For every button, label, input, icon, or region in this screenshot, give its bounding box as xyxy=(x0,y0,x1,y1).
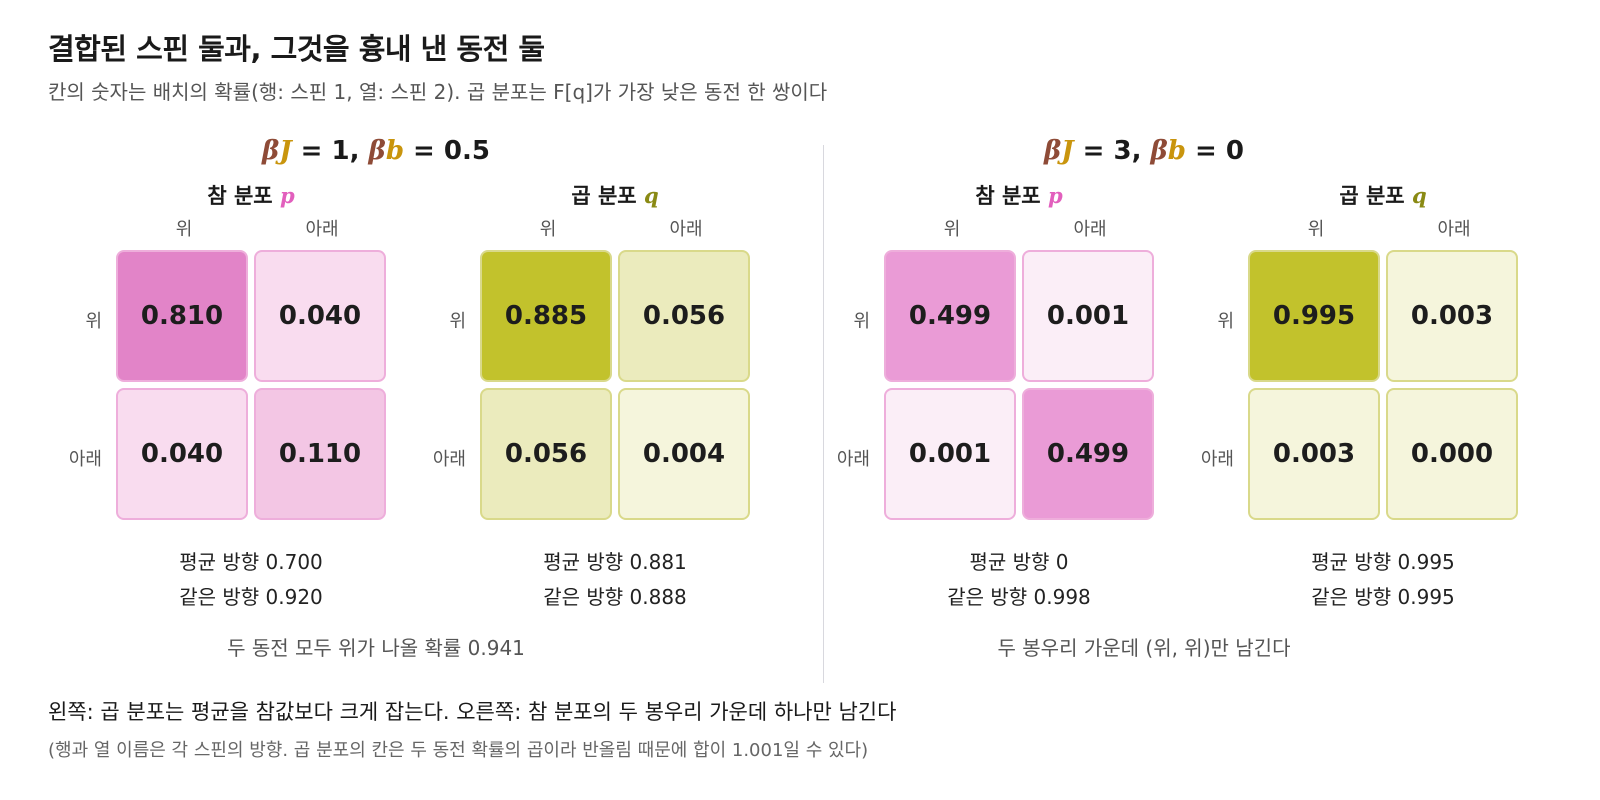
matrix-cell: 0.003 xyxy=(1248,388,1380,520)
col-label: 아래 xyxy=(1073,219,1107,240)
matrix-cell: 0.000 xyxy=(1386,388,1518,520)
matrix-cell: 0.885 xyxy=(480,250,612,382)
panel-2-q-heading: 곱 분포 q xyxy=(1339,183,1427,208)
row-label: 위 xyxy=(85,311,102,332)
matrix-cell: 0.004 xyxy=(618,388,750,520)
matrix-cell: 0.995 xyxy=(1248,250,1380,382)
matrix-cell: 0.003 xyxy=(1386,250,1518,382)
row-label: 위 xyxy=(1217,311,1234,332)
matrix-cell: 0.499 xyxy=(884,250,1016,382)
figure-title: 결합된 스핀 둘과, 그것을 흉내 낸 동전 둘 xyxy=(48,32,545,66)
row-label: 아래 xyxy=(432,449,466,470)
matrix-cell: 0.001 xyxy=(884,388,1016,520)
panel-2-p-heading: 참 분포 p xyxy=(975,183,1063,208)
mean-direction-stat: 평균 방향 0.881 xyxy=(543,550,687,574)
col-label: 위 xyxy=(943,219,961,240)
panel-2-note: 두 봉우리 가운데 (위, 위)만 남긴다 xyxy=(997,636,1291,660)
row-label: 위 xyxy=(449,311,466,332)
matrix-cell: 0.499 xyxy=(1022,388,1154,520)
same-direction-stat: 같은 방향 0.998 xyxy=(947,585,1091,609)
col-label: 위 xyxy=(539,219,557,240)
col-label: 아래 xyxy=(1437,219,1471,240)
panel-divider xyxy=(823,145,824,683)
row-label: 위 xyxy=(853,311,870,332)
matrix-cell: 0.056 xyxy=(480,388,612,520)
panel-1-note: 두 동전 모두 위가 나올 확률 0.941 xyxy=(227,636,525,660)
matrix-cell: 0.810 xyxy=(116,250,248,382)
panel-1-heading: βJ = 1, βb = 0.5 xyxy=(262,136,490,166)
row-label: 아래 xyxy=(68,449,102,470)
matrix-cell: 0.001 xyxy=(1022,250,1154,382)
panel-2-heading: βJ = 3, βb = 0 xyxy=(1044,136,1244,166)
col-label: 위 xyxy=(175,219,193,240)
row-label: 아래 xyxy=(1200,449,1234,470)
mean-direction-stat: 평균 방향 0.700 xyxy=(179,550,323,574)
col-label: 아래 xyxy=(305,219,339,240)
col-label: 아래 xyxy=(669,219,703,240)
same-direction-stat: 같은 방향 0.995 xyxy=(1311,585,1455,609)
mean-direction-stat: 평균 방향 0 xyxy=(969,550,1069,574)
footer-summary: 왼쪽: 곱 분포는 평균을 참값보다 크게 잡는다. 오른쪽: 참 분포의 두 … xyxy=(48,700,897,724)
mean-direction-stat: 평균 방향 0.995 xyxy=(1311,550,1455,574)
panel-1-q-heading: 곱 분포 q xyxy=(571,183,659,208)
matrix-cell: 0.056 xyxy=(618,250,750,382)
matrix-cell: 0.110 xyxy=(254,388,386,520)
col-label: 위 xyxy=(1307,219,1325,240)
panel-1-p-heading: 참 분포 p xyxy=(207,183,295,208)
matrix-cell: 0.040 xyxy=(116,388,248,520)
matrix-cell: 0.040 xyxy=(254,250,386,382)
footer-caption: (행과 열 이름은 각 스핀의 방향. 곱 분포의 칸은 두 동전 확률의 곱이… xyxy=(48,740,869,761)
same-direction-stat: 같은 방향 0.888 xyxy=(543,585,687,609)
figure-subtitle: 칸의 숫자는 배치의 확률(행: 스핀 1, 열: 스핀 2). 곱 분포는 F… xyxy=(48,80,828,104)
same-direction-stat: 같은 방향 0.920 xyxy=(179,585,323,609)
row-label: 아래 xyxy=(836,449,870,470)
